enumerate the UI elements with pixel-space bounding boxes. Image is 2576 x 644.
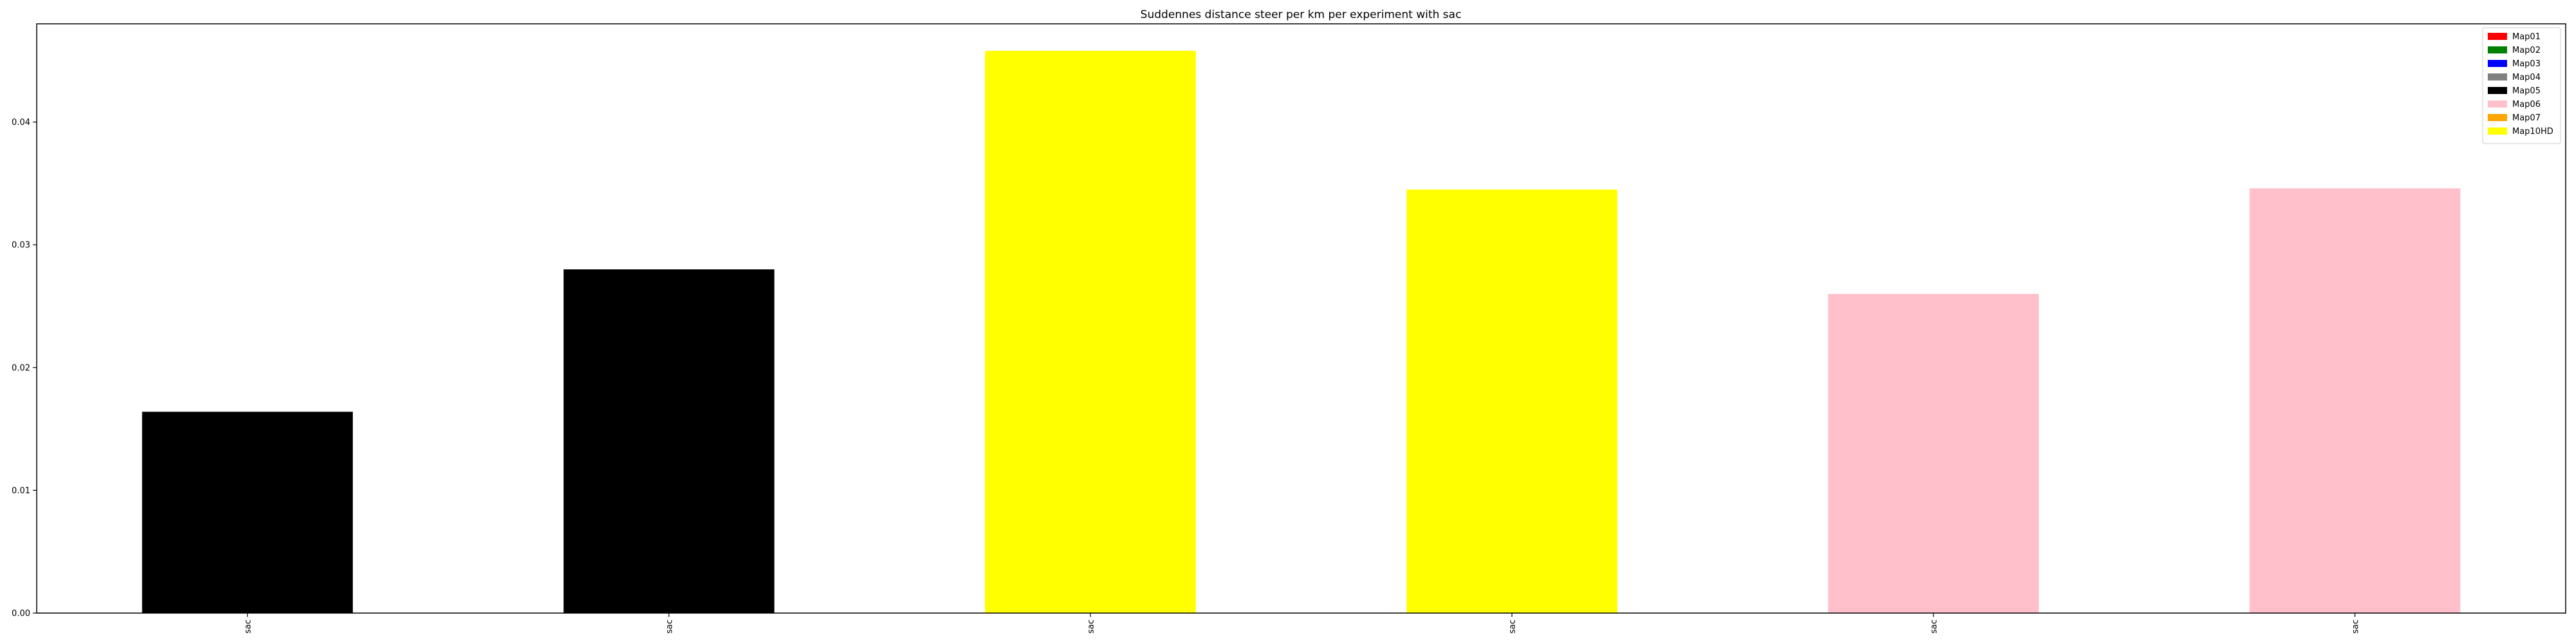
legend-swatch	[2488, 114, 2507, 121]
legend-swatch	[2488, 73, 2507, 80]
y-tick-label: 0.03	[12, 241, 30, 251]
legend: Map01 Map02 Map03 Map04 Map05 Map06 Map07 Map10…	[2482, 27, 2561, 144]
legend-label: Map04	[2512, 73, 2541, 82]
bars-group	[142, 50, 2461, 613]
legend-label: Map05	[2512, 86, 2541, 96]
x-axis: sac sac sac sac sac sac	[243, 613, 2360, 634]
legend-label: Map10HD	[2512, 127, 2553, 137]
legend-swatch	[2488, 87, 2507, 94]
y-tick-label: 0.02	[12, 363, 30, 373]
legend-label: Map03	[2512, 59, 2541, 69]
y-tick-label: 0.04	[12, 118, 30, 128]
y-axis: 0.00 0.01 0.02 0.03 0.04	[12, 118, 37, 619]
bar	[985, 50, 1196, 613]
legend-label: Map07	[2512, 113, 2541, 123]
x-tick-label: sac	[243, 620, 253, 634]
legend-box	[2482, 27, 2561, 144]
x-tick-label: sac	[665, 620, 674, 634]
legend-label: Map02	[2512, 46, 2541, 55]
x-tick-label: sac	[1508, 620, 1517, 634]
chart-title: Suddennes distance steer per km per expe…	[1141, 8, 1461, 21]
legend-swatch	[2488, 60, 2507, 67]
legend-swatch	[2488, 128, 2507, 135]
bar	[1828, 294, 2039, 613]
x-tick-label: sac	[1086, 620, 1096, 634]
bar	[564, 269, 775, 613]
legend-label: Map06	[2512, 100, 2541, 109]
bar	[2249, 188, 2461, 613]
legend-swatch	[2488, 33, 2507, 40]
y-tick-label: 0.00	[12, 609, 30, 619]
legend-label: Map01	[2512, 32, 2541, 42]
bar	[1406, 189, 1618, 613]
legend-swatch	[2488, 46, 2507, 53]
y-tick-label: 0.01	[12, 486, 30, 496]
bar	[142, 412, 353, 613]
plot-frame	[36, 23, 2566, 614]
x-tick-label: sac	[2351, 620, 2360, 634]
legend-swatch	[2488, 100, 2507, 108]
x-tick-label: sac	[1929, 620, 1939, 634]
